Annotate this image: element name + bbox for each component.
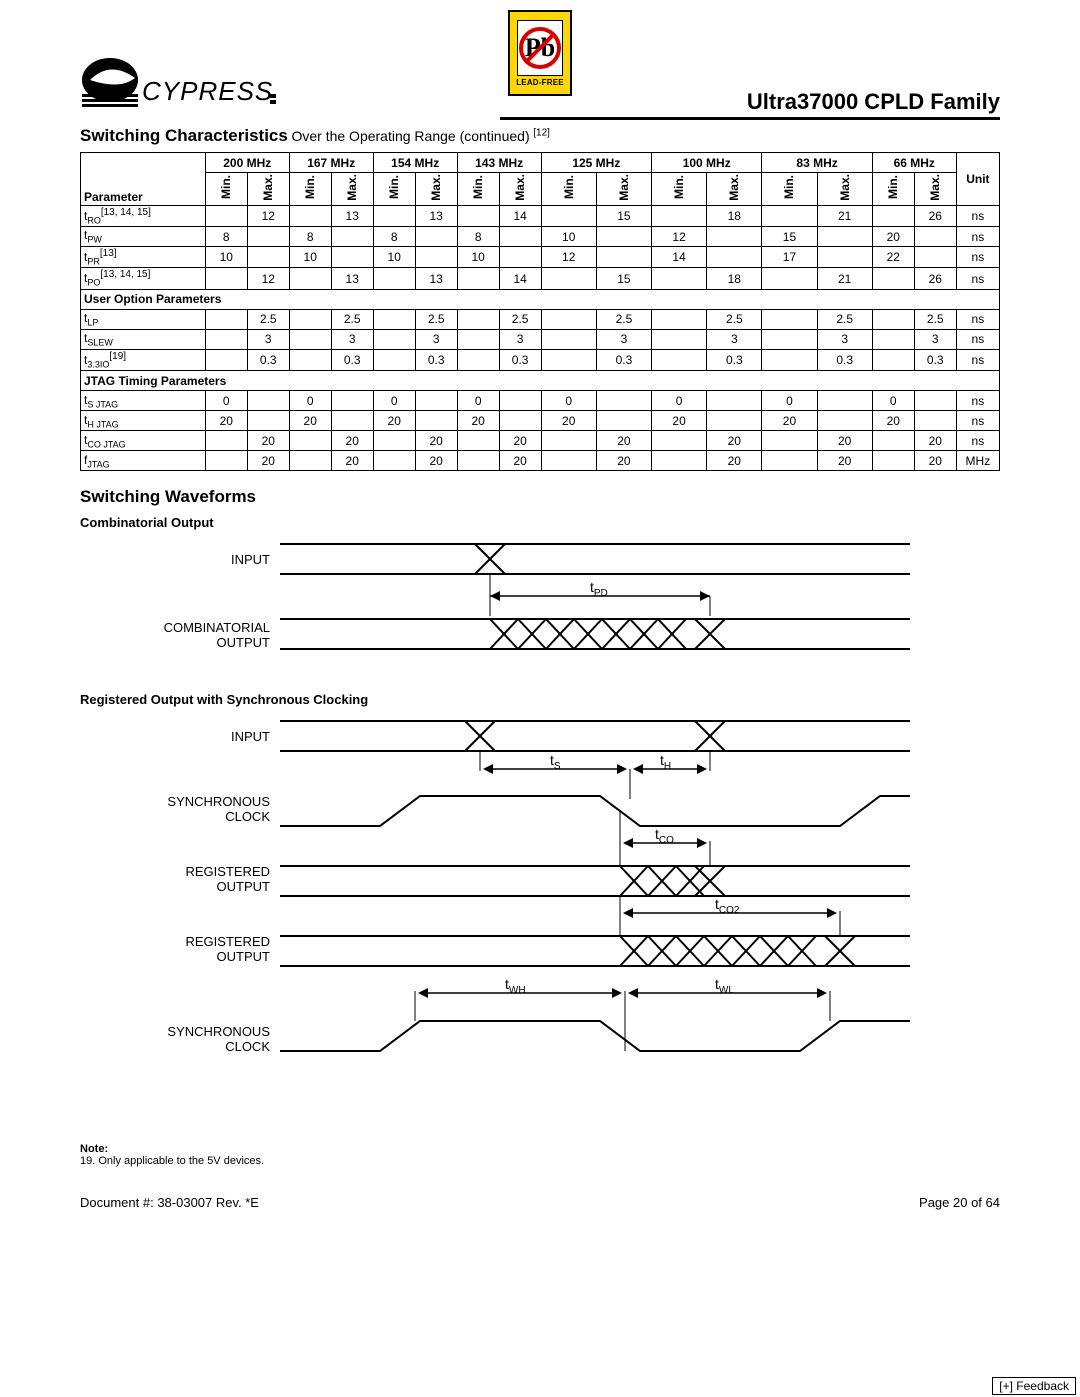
- table-row: t3.3IO[19]0.30.30.30.30.30.30.30.3ns: [81, 349, 1000, 370]
- page-header: CYPRESS Pb LEAD-FREE Ultra37000 CPLD Fam…: [80, 30, 1000, 120]
- note-line: 19. Only applicable to the 5V devices.: [80, 1155, 1000, 1167]
- page-footer: Document #: 38-03007 Rev. *E Page 20 of …: [80, 1195, 1000, 1210]
- svg-text:SYNCHRONOUS: SYNCHRONOUS: [167, 794, 270, 809]
- table-row: tPO[13, 14, 15]1213131415182126ns: [81, 268, 1000, 289]
- note-header: Note:: [80, 1143, 1000, 1155]
- jtag-section-label: JTAG Timing Parameters: [81, 371, 1000, 391]
- svg-text:INPUT: INPUT: [231, 729, 270, 744]
- lead-free-badge: Pb LEAD-FREE: [508, 10, 572, 96]
- table-row: tRO[13, 14, 15]1213131415182126ns: [81, 205, 1000, 226]
- svg-text:REGISTERED: REGISTERED: [185, 864, 270, 879]
- combinatorial-timing-diagram: INPUT COMBINATORIAL OUTPUT tPD: [140, 534, 940, 684]
- unit-header: Unit: [956, 153, 999, 206]
- svg-text:OUTPUT: OUTPUT: [217, 949, 271, 964]
- note-block: Note: 19. Only applicable to the 5V devi…: [80, 1143, 1000, 1167]
- section-heading: Switching Characteristics Over the Opera…: [80, 126, 1000, 146]
- table-row: fJTAG2020202020202020MHz: [81, 451, 1000, 471]
- table-row: tPR[13]1010101012141722ns: [81, 247, 1000, 268]
- table-header-freq-row: Parameter 200 MHz 167 MHz 154 MHz 143 MH…: [81, 153, 1000, 173]
- table-row: tLP2.52.52.52.52.52.52.52.5ns: [81, 309, 1000, 329]
- svg-text:CLOCK: CLOCK: [225, 809, 270, 824]
- table-row: tCO JTAG2020202020202020ns: [81, 431, 1000, 451]
- combo-output-heading: Combinatorial Output: [80, 515, 1000, 530]
- user-option-section-label: User Option Parameters: [81, 289, 1000, 309]
- table-header-minmax-row: Min.Max.Min.Max.Min.Max.Min.Max.Min.Max.…: [81, 173, 1000, 206]
- table-row: tPW888810121520ns: [81, 227, 1000, 247]
- svg-text:COMBINATORIAL: COMBINATORIAL: [164, 620, 270, 635]
- reg-output-heading: Registered Output with Synchronous Clock…: [80, 692, 1000, 707]
- svg-text:REGISTERED: REGISTERED: [185, 934, 270, 949]
- cypress-logo-icon: CYPRESS: [80, 50, 280, 120]
- svg-text:OUTPUT: OUTPUT: [217, 635, 271, 650]
- table-row: tSLEW33333333ns: [81, 329, 1000, 349]
- doc-number: Document #: 38-03007 Rev. *E: [80, 1195, 259, 1210]
- svg-text:tWH: tWH: [505, 976, 526, 996]
- registered-timing-diagram: INPUT tS tH SYNCHRONOUS CLOCK tCO REGIST…: [140, 711, 940, 1131]
- param-header: Parameter: [81, 153, 206, 206]
- prohibit-icon: [519, 27, 561, 69]
- svg-text:OUTPUT: OUTPUT: [217, 879, 271, 894]
- page-number: Page 20 of 64: [919, 1195, 1000, 1210]
- svg-text:CLOCK: CLOCK: [225, 1039, 270, 1054]
- page-title: Ultra37000 CPLD Family: [500, 89, 1000, 120]
- svg-text:INPUT: INPUT: [231, 552, 270, 567]
- feedback-button[interactable]: [+] Feedback: [992, 1377, 1076, 1395]
- brand-logo: CYPRESS: [80, 50, 280, 120]
- svg-text:CYPRESS: CYPRESS: [142, 76, 273, 106]
- lead-free-label: LEAD-FREE: [516, 78, 564, 87]
- waveforms-heading: Switching Waveforms: [80, 487, 1000, 507]
- table-row: tS JTAG00000000ns: [81, 391, 1000, 411]
- svg-text:SYNCHRONOUS: SYNCHRONOUS: [167, 1024, 270, 1039]
- svg-text:tCO2: tCO2: [715, 896, 740, 916]
- switching-char-table: Parameter 200 MHz 167 MHz 154 MHz 143 MH…: [80, 152, 1000, 471]
- table-row: tH JTAG2020202020202020ns: [81, 411, 1000, 431]
